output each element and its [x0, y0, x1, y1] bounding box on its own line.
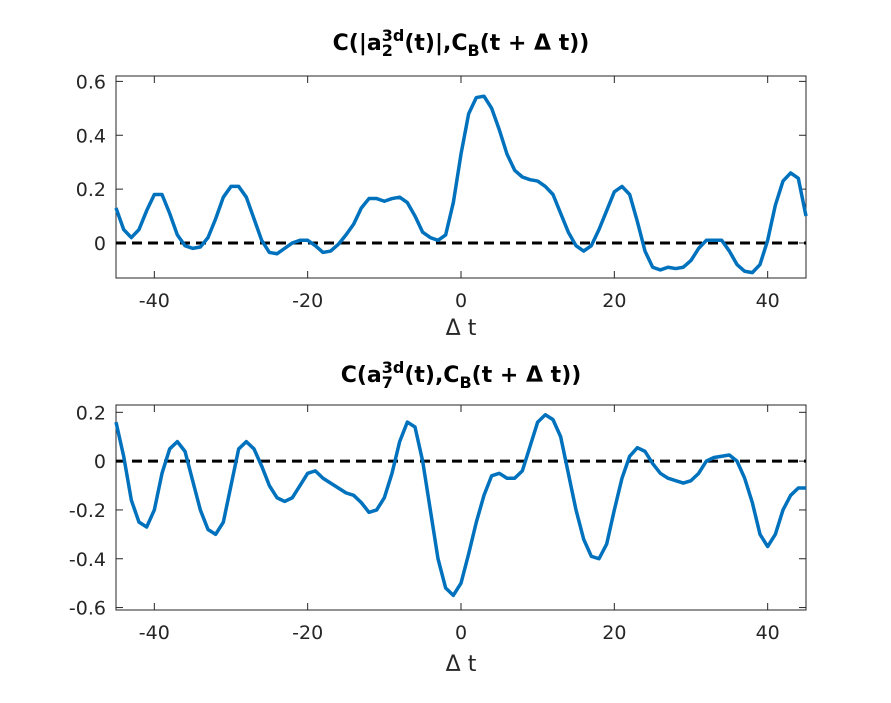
x-tick-label: 20 — [602, 290, 626, 312]
subscript: 7 — [381, 373, 393, 392]
subscript: B — [467, 41, 480, 60]
title-text: (t + Δ t)) — [471, 362, 582, 388]
x-tick-label: -40 — [139, 622, 170, 644]
x-tick-label: -20 — [292, 622, 323, 644]
x-tick-label: 40 — [756, 290, 780, 312]
x-tick-label: 20 — [602, 622, 626, 644]
x-tick-label: 0 — [455, 290, 467, 312]
title-text: C(|a — [332, 30, 382, 56]
x-axis-label: Δ t — [445, 316, 477, 341]
subscript: 2 — [381, 41, 393, 60]
x-tick-label: -20 — [292, 290, 323, 312]
title-text: C(a — [340, 362, 382, 388]
x-axis-label: Δ t — [445, 652, 477, 677]
x-tick-label: -40 — [139, 290, 170, 312]
y-tick-label: 0.4 — [76, 125, 106, 147]
title-text: (t),C — [404, 362, 460, 388]
title-script: B — [459, 360, 472, 392]
subscript: B — [459, 373, 472, 392]
x-tick-label: 40 — [756, 622, 780, 644]
title-script: B — [467, 28, 480, 60]
y-tick-label: 0 — [94, 451, 106, 473]
title-text: (t)|,C — [404, 30, 468, 56]
chart-title: C(a 3d 7 (t),C B (t + Δ t)) — [340, 358, 582, 392]
data-line — [114, 94, 808, 275]
y-tick-label: -0.2 — [69, 500, 106, 522]
superscript: 3d — [381, 358, 405, 377]
title-script: 3d 7 — [381, 358, 405, 392]
plot-area — [115, 75, 807, 279]
superscript: 3d — [381, 26, 405, 45]
y-tick-label: -0.6 — [69, 598, 106, 620]
y-tick-label: 0.2 — [76, 179, 106, 201]
title-text: (t + Δ t)) — [479, 30, 590, 56]
title-script: 3d 2 — [381, 26, 405, 60]
y-tick-label: 0.6 — [76, 71, 106, 93]
plot-area — [115, 404, 807, 611]
y-tick-label: -0.4 — [69, 549, 106, 571]
chart-title: C(|a 3d 2 (t)|,C B (t + Δ t)) — [332, 26, 590, 60]
x-tick-label: 0 — [455, 622, 467, 644]
data-line — [114, 413, 806, 598]
y-tick-label: 0.2 — [76, 402, 106, 424]
y-tick-label: 0 — [94, 233, 106, 255]
